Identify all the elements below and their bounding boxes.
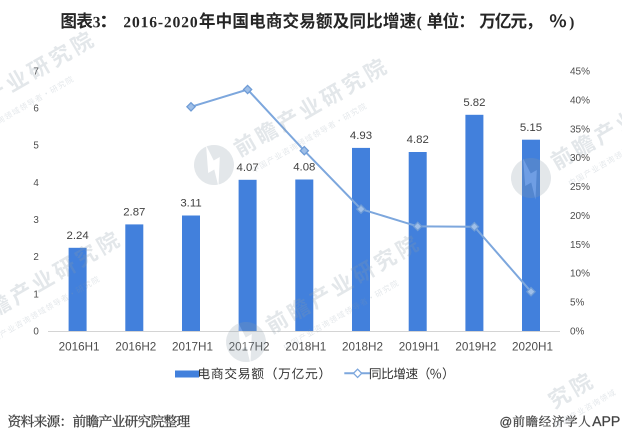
svg-text:5: 5 <box>33 141 39 152</box>
svg-text:2020H1: 2020H1 <box>512 341 553 354</box>
svg-text:5%: 5% <box>570 298 585 309</box>
svg-text:25%: 25% <box>570 182 590 193</box>
svg-text:30%: 30% <box>570 153 590 164</box>
svg-text:0: 0 <box>33 326 39 337</box>
svg-text:0%: 0% <box>570 327 585 338</box>
svg-text:1: 1 <box>33 289 38 300</box>
svg-text:4: 4 <box>33 178 39 189</box>
svg-text:7: 7 <box>33 66 38 77</box>
svg-text:2018H2: 2018H2 <box>342 341 383 354</box>
svg-text:35%: 35% <box>570 124 590 135</box>
svg-text:2.87: 2.87 <box>123 207 145 219</box>
svg-text:3: 3 <box>33 215 39 226</box>
svg-text:4.08: 4.08 <box>293 162 315 174</box>
svg-text:45%: 45% <box>570 67 590 78</box>
svg-text:2017H2: 2017H2 <box>229 341 270 354</box>
svg-text:40%: 40% <box>570 95 590 106</box>
svg-text:15%: 15% <box>570 240 590 251</box>
svg-text:5.82: 5.82 <box>463 97 485 109</box>
svg-text:2019H2: 2019H2 <box>455 341 496 354</box>
svg-text:3.11: 3.11 <box>180 198 201 210</box>
svg-text:5.15: 5.15 <box>520 122 542 134</box>
svg-text:2.24: 2.24 <box>67 230 89 242</box>
svg-text:2: 2 <box>33 252 38 263</box>
svg-text:6: 6 <box>33 104 39 115</box>
svg-text:2019H1: 2019H1 <box>399 341 440 354</box>
svg-text:4.93: 4.93 <box>350 130 372 142</box>
svg-text:2018H1: 2018H1 <box>285 341 326 354</box>
svg-text:4.07: 4.07 <box>237 162 259 174</box>
svg-text:2016H2: 2016H2 <box>115 341 156 354</box>
svg-text:2016H1: 2016H1 <box>59 341 100 354</box>
svg-text:20%: 20% <box>570 211 590 222</box>
svg-text:4.82: 4.82 <box>407 134 429 146</box>
svg-text:10%: 10% <box>570 269 590 280</box>
svg-text:2017H1: 2017H1 <box>172 341 213 354</box>
